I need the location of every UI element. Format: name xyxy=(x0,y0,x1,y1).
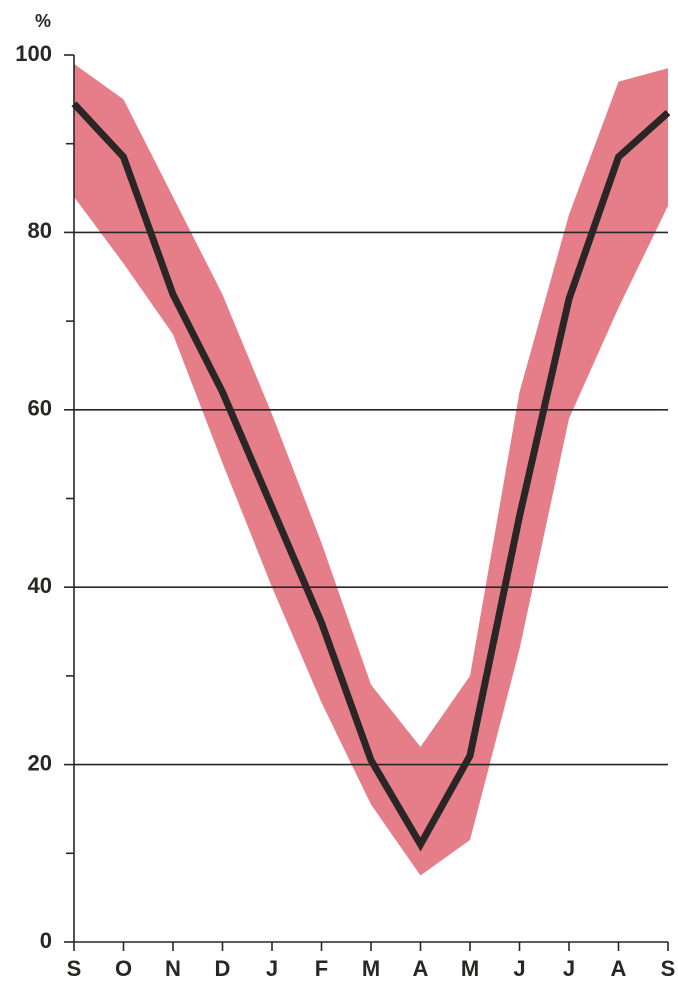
x-tick-label: F xyxy=(315,956,328,981)
x-tick-label: J xyxy=(513,956,525,981)
y-axis-label: % xyxy=(35,11,51,31)
x-tick-label: D xyxy=(215,956,231,981)
data-line xyxy=(71,101,671,852)
range-band xyxy=(74,63,668,876)
x-tick-label: M xyxy=(362,956,380,981)
x-tick-label: M xyxy=(461,956,479,981)
y-tick-label: 0 xyxy=(40,928,52,953)
y-tick-label: 80 xyxy=(28,218,52,243)
x-tick-label: A xyxy=(611,956,627,981)
y-tick-label: 40 xyxy=(28,573,52,598)
x-tick-label: A xyxy=(413,956,429,981)
x-tick-label: J xyxy=(563,956,575,981)
y-tick-label: 100 xyxy=(15,41,52,66)
x-tick-label: J xyxy=(266,956,278,981)
y-tick-label: 20 xyxy=(28,750,52,775)
x-tick-label: S xyxy=(661,956,676,981)
x-tick-label: O xyxy=(115,956,132,981)
y-tick-label: 60 xyxy=(28,396,52,421)
x-tick-label: S xyxy=(67,956,82,981)
x-tick-label: N xyxy=(165,956,181,981)
